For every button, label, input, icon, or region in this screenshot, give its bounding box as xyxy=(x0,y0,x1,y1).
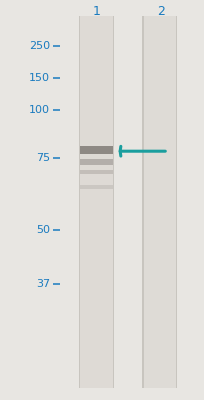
Bar xyxy=(80,146,112,154)
Text: 75: 75 xyxy=(36,153,50,163)
Text: 50: 50 xyxy=(36,225,50,235)
Text: 150: 150 xyxy=(29,73,50,83)
Bar xyxy=(79,16,113,388)
Text: 250: 250 xyxy=(29,41,50,51)
Bar xyxy=(80,170,112,174)
Text: 2: 2 xyxy=(156,5,164,18)
Bar xyxy=(80,159,112,165)
Text: 37: 37 xyxy=(36,279,50,289)
Bar xyxy=(142,16,176,388)
Text: 100: 100 xyxy=(29,105,50,115)
Text: 1: 1 xyxy=(92,5,100,18)
Bar xyxy=(80,185,112,189)
Bar xyxy=(143,16,175,388)
Bar xyxy=(80,16,112,388)
